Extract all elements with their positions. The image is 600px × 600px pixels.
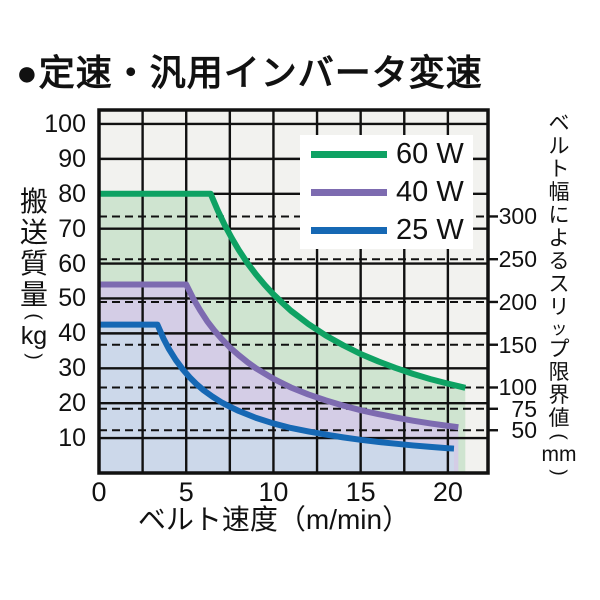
axis-unit-paren-open: (: [23, 313, 45, 320]
legend-swatch-60W: [311, 150, 387, 158]
axis-title-char: 値: [548, 407, 570, 430]
axis-title-char: 限: [548, 361, 570, 384]
y2-axis-tick-label: 200: [498, 288, 537, 315]
axis-unit-label: mm: [541, 443, 577, 466]
curve-40W: [99, 281, 459, 431]
y-axis-tick-label: 90: [58, 144, 86, 173]
y-axis-title-right: ベルト幅によるスリップ限界値 ( mm): [540, 112, 578, 479]
axis-unit-paren-close: ): [23, 353, 45, 360]
y-axis-tick-label: 20: [58, 389, 86, 418]
legend-item: 40 W: [300, 174, 473, 210]
x-axis-title: ベルト速度（m/min）: [137, 504, 411, 535]
x-axis-tick-label: 0: [91, 477, 107, 507]
axis-title-char: 幅: [548, 181, 570, 204]
axis-title-char: に: [548, 204, 570, 227]
axis-title-char: 搬: [19, 186, 48, 217]
y-axis-title-left: 搬送質量 ( kg): [15, 186, 53, 363]
y-axis-tick-label: 50: [58, 284, 86, 313]
x-axis-tick-label: 20: [432, 477, 463, 507]
axis-title-char: ス: [548, 273, 570, 296]
y-axis-tick-label: 40: [58, 319, 86, 348]
legend-item: 60 W: [300, 136, 473, 172]
x-axis-tick-label: 10: [258, 477, 289, 507]
axis-title-char: ル: [548, 135, 570, 158]
y-axis-tick-label: 30: [58, 354, 86, 383]
legend-label: 40 W: [396, 175, 464, 208]
axis-unit-label: kg: [20, 322, 48, 350]
axis-title-char: ベ: [548, 112, 570, 135]
y-axis-tick-label: 100: [44, 109, 86, 138]
legend-item: 25 W: [300, 212, 473, 248]
axis-title-char: 量: [19, 279, 48, 310]
x-axis-tick-label: 5: [178, 477, 194, 507]
legend: 60 W 40 W 25 W: [300, 135, 473, 249]
y2-axis-tick-label: 150: [498, 331, 537, 358]
x-axis-tick-label: 15: [345, 477, 376, 507]
y2-axis-tick-label: 100: [498, 374, 537, 401]
y-axis-tick-label: 70: [58, 214, 86, 243]
axis-title-char: ト: [548, 158, 570, 181]
axis-title-char: 界: [548, 384, 570, 407]
curve-60W: [99, 190, 467, 391]
y-axis-tick-label: 10: [58, 424, 86, 453]
legend-label: 60 W: [396, 137, 464, 170]
axis-title-char: リ: [548, 296, 570, 319]
axis-title-char: る: [548, 250, 570, 273]
plot-border: [97, 108, 490, 475]
axis-title-char: ッ: [550, 319, 568, 338]
axis-title-char: よ: [548, 227, 570, 250]
legend-swatch-25W: [311, 226, 387, 234]
axis-unit-paren-close: ): [548, 469, 570, 476]
y2-axis-tick-label: 50: [511, 417, 537, 444]
axis-title-char: プ: [548, 338, 570, 361]
axis-title-char: 質: [19, 248, 48, 279]
axis-unit-paren-open: (: [548, 433, 570, 440]
y2-axis-tick-label: 300: [498, 203, 537, 230]
y2-axis-tick-label: 250: [498, 246, 537, 273]
legend-label: 25 W: [396, 213, 464, 246]
curve-25W: [99, 321, 455, 452]
legend-swatch-40W: [311, 188, 387, 196]
axis-title-char: 送: [19, 217, 48, 248]
y-axis-tick-label: 60: [58, 249, 86, 278]
y2-axis-tick-label: 75: [511, 395, 537, 422]
y-axis-tick-label: 80: [58, 179, 86, 208]
area-fill-25W: [99, 324, 454, 473]
page-title: ●定速・汎用インバータ変速: [16, 52, 483, 93]
